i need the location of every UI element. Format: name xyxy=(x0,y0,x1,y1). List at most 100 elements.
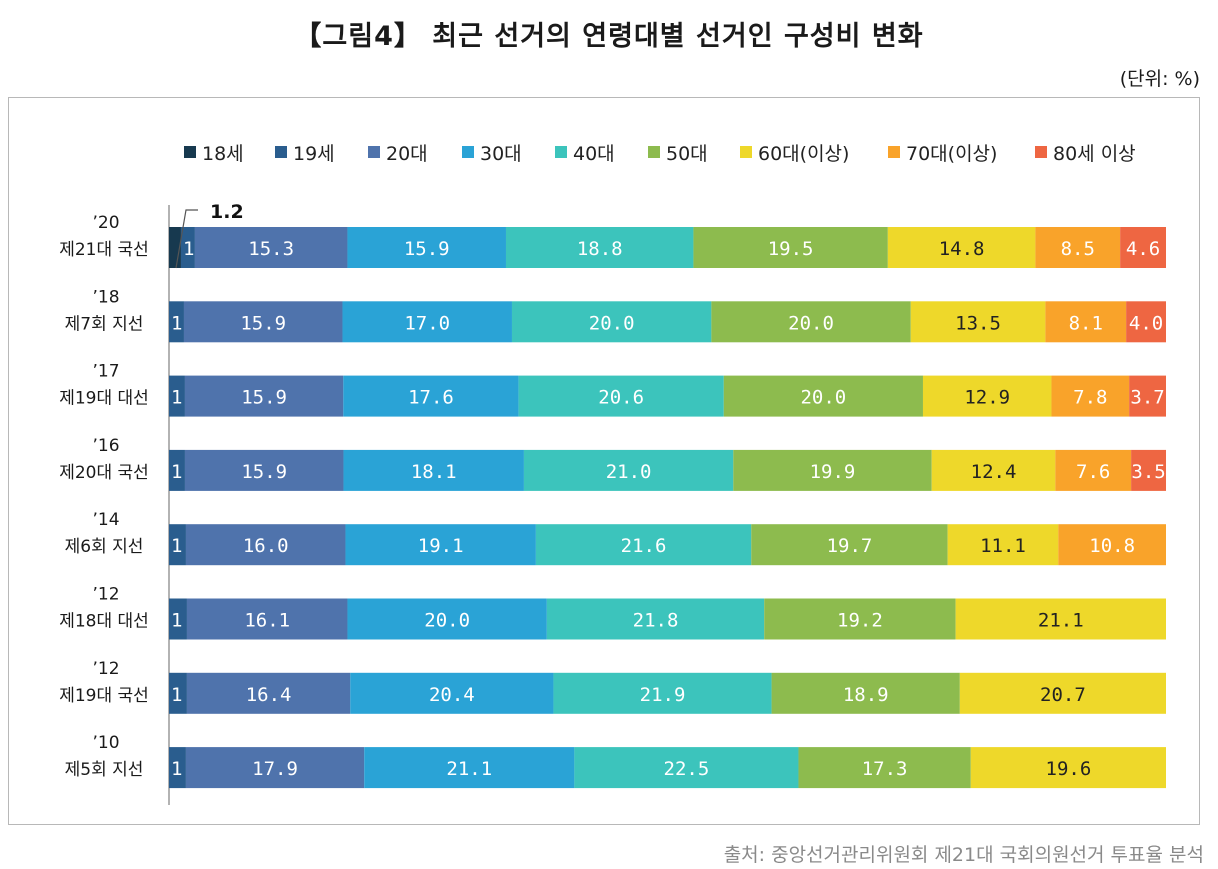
bar-segment xyxy=(505,227,694,268)
bar-segment xyxy=(185,747,365,789)
bar-segment xyxy=(186,598,348,640)
legend-label: 18세 xyxy=(202,143,244,165)
data-label: 20.0 xyxy=(788,312,834,334)
category-year: ’14 xyxy=(92,510,119,530)
bar-segment xyxy=(711,301,911,343)
callout-label: 1.2 xyxy=(210,201,244,223)
category-year: ’16 xyxy=(92,436,119,456)
data-label: 21.9 xyxy=(640,684,686,706)
data-label: 15.9 xyxy=(404,238,450,260)
data-label: 12.4 xyxy=(971,461,1017,483)
data-label: 19.2 xyxy=(837,610,883,632)
data-label: 18.1 xyxy=(411,461,457,483)
legend-item-4: 40대 xyxy=(555,143,615,165)
legend-label: 20대 xyxy=(386,143,428,165)
bar-segment xyxy=(347,598,547,640)
bar-segment xyxy=(194,227,348,268)
bar-segment xyxy=(751,524,948,566)
category-name: 제18대 대선 xyxy=(59,612,149,632)
category-year: ’20 xyxy=(92,213,119,233)
bar-segment xyxy=(947,524,1059,566)
bar-segment xyxy=(733,449,932,491)
legend-item-1: 19세 xyxy=(275,143,335,165)
bar-segment xyxy=(511,301,712,343)
bar-segment xyxy=(169,524,186,566)
data-label: 18.8 xyxy=(577,238,623,260)
data-label: 20.0 xyxy=(800,387,846,409)
bar-segment xyxy=(1035,227,1121,268)
bar-segment xyxy=(345,524,536,566)
bar-segment xyxy=(184,375,344,417)
data-label: 19.5 xyxy=(768,238,814,260)
unit-label: (단위: %) xyxy=(1119,68,1200,90)
data-label: 21.8 xyxy=(633,610,679,632)
data-label: 19.9 xyxy=(810,461,856,483)
category-year: ’12 xyxy=(92,659,119,679)
category-name: 제7회 지선 xyxy=(65,314,144,334)
bar-segment xyxy=(910,301,1046,343)
data-label: 3.5 xyxy=(1131,461,1165,483)
data-label: 16.4 xyxy=(246,684,292,706)
legend-swatch xyxy=(1035,146,1047,158)
category-name: 제19대 대선 xyxy=(59,389,149,409)
legend-item-0: 18세 xyxy=(184,143,244,165)
data-label: 17.0 xyxy=(404,312,450,334)
data-label: 11.1 xyxy=(980,535,1026,557)
bar-segment xyxy=(1051,375,1130,417)
legend-swatch xyxy=(888,146,900,158)
data-label: 8.1 xyxy=(1069,312,1103,334)
bar-segment xyxy=(184,449,344,491)
data-label: 13.5 xyxy=(955,312,1001,334)
data-label: 12.9 xyxy=(964,387,1010,409)
chart-title: 【그림4】 최근 선거의 연령대별 선거인 구성비 변화 xyxy=(294,21,924,52)
bar-segment xyxy=(887,227,1036,268)
bar-segment xyxy=(169,375,185,417)
category-year: ’17 xyxy=(92,362,119,382)
data-label: 16.1 xyxy=(244,610,290,632)
data-label: 20.6 xyxy=(598,387,644,409)
category-year: ’10 xyxy=(92,733,119,753)
bar-segment xyxy=(1055,449,1132,491)
data-label: 7.6 xyxy=(1076,461,1110,483)
category-name: 제21대 국선 xyxy=(59,240,149,260)
chart-frame xyxy=(8,97,1200,825)
bar-segment xyxy=(1120,227,1166,268)
data-label: 17.9 xyxy=(252,758,298,780)
bar-segment xyxy=(798,747,971,789)
bar-segment xyxy=(1131,449,1167,491)
bar-segment xyxy=(959,672,1166,714)
data-label: 15.9 xyxy=(241,461,287,483)
bar-segment xyxy=(169,598,187,640)
data-label: 20.4 xyxy=(429,684,475,706)
bar-segment xyxy=(185,524,346,566)
data-label: 15.9 xyxy=(240,312,286,334)
data-label: 4.0 xyxy=(1129,312,1163,334)
data-label: 22.5 xyxy=(664,758,710,780)
data-label: 3.7 xyxy=(1130,387,1164,409)
bar-segment xyxy=(183,301,343,343)
bar-segment xyxy=(574,747,799,789)
legend-swatch xyxy=(740,146,752,158)
source-note: 출처: 중앙선거관리위원회 제21대 국회의원선거 투표율 분석 xyxy=(723,844,1204,866)
callout-leader-line xyxy=(175,209,198,269)
data-label: 16.0 xyxy=(243,535,289,557)
legend-item-5: 50대 xyxy=(648,143,708,165)
data-label: 20.7 xyxy=(1040,684,1086,706)
legend-item-2: 20대 xyxy=(368,143,428,165)
legend-item-3: 30대 xyxy=(462,143,522,165)
bar-segment xyxy=(970,747,1166,789)
data-label: 21.6 xyxy=(621,535,667,557)
bar-segment xyxy=(169,747,186,789)
legend-label: 19세 xyxy=(293,143,335,165)
data-label: 15.3 xyxy=(248,238,294,260)
bar-segment xyxy=(723,375,923,417)
bar-segment xyxy=(169,449,185,491)
bar-segment xyxy=(955,598,1166,640)
bar-segment xyxy=(693,227,888,268)
legend-label: 80세 이상 xyxy=(1053,143,1136,165)
category-name: 제6회 지선 xyxy=(65,537,144,557)
bar-segment xyxy=(169,227,181,268)
data-label: 20.0 xyxy=(424,610,470,632)
bar-segment xyxy=(922,375,1052,417)
